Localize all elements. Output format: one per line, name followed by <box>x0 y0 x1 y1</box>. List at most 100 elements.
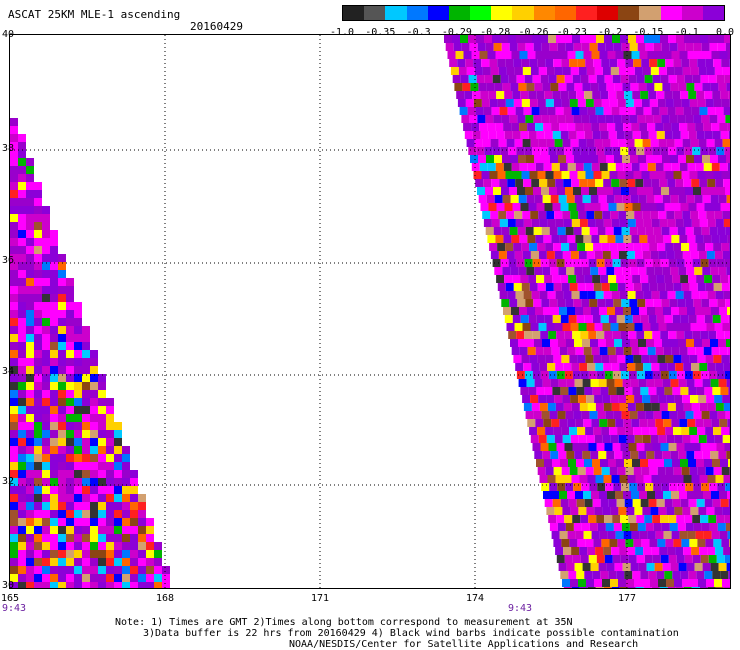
swath-cell <box>706 507 715 515</box>
swath-cell <box>613 227 622 235</box>
swath-cell <box>690 579 698 587</box>
swath-cell <box>90 510 98 518</box>
swath-cell <box>544 131 553 139</box>
swath-cell <box>691 403 700 411</box>
swath-cell <box>690 435 699 443</box>
swath-cell <box>543 347 552 355</box>
swath-cell <box>601 355 610 363</box>
swath-cell <box>106 438 114 446</box>
colorbar-segment <box>597 6 619 20</box>
swath-cell <box>638 155 646 163</box>
swath-cell <box>619 107 628 115</box>
swath-cell <box>10 358 18 366</box>
swath-cell <box>34 542 42 550</box>
swath-cell <box>715 291 724 299</box>
swath-cell <box>574 379 583 387</box>
swath-cell <box>569 171 578 179</box>
swath-cell <box>114 494 122 502</box>
swath-cell <box>654 563 663 571</box>
swath-cell <box>700 371 709 379</box>
swath-cell <box>521 99 530 107</box>
swath-cell <box>554 395 563 403</box>
swath-cell <box>66 526 74 534</box>
swath-cell <box>34 334 42 342</box>
swath-cell <box>507 219 516 227</box>
swath-cell <box>708 35 716 43</box>
swath-cell <box>707 587 716 588</box>
swath-cell <box>546 395 555 403</box>
swath-cell <box>725 115 730 123</box>
swath-cell <box>566 267 575 275</box>
swath-cell <box>50 358 58 366</box>
swath-cell <box>50 334 58 342</box>
swath-cell <box>635 587 644 588</box>
swath-cell <box>595 547 604 555</box>
swath-cell <box>729 171 730 179</box>
swath-cell <box>633 171 642 179</box>
swath-cell <box>575 235 584 243</box>
swath-cell <box>678 195 687 203</box>
swath-cell <box>632 131 641 139</box>
swath-cell <box>42 582 50 588</box>
swath-cell <box>711 419 720 427</box>
swath-cell <box>533 187 541 195</box>
swath-cell <box>547 363 556 371</box>
swath-cell <box>619 291 628 299</box>
swath-cell <box>715 219 724 227</box>
swath-cell <box>602 323 611 331</box>
swath-cell <box>586 211 595 219</box>
swath-cell <box>647 51 656 59</box>
swath-cell <box>509 43 518 51</box>
swath-cell <box>708 515 717 523</box>
colorbar-segment <box>660 6 682 20</box>
swath-cell <box>655 123 664 131</box>
swath-cell <box>671 51 680 59</box>
swath-cell <box>58 318 66 326</box>
swath-cell <box>583 235 592 243</box>
swath-cell <box>18 334 26 342</box>
swath-cell <box>565 523 574 531</box>
swath-cell <box>702 339 710 347</box>
swath-cell <box>585 427 594 435</box>
swath-cell <box>585 243 594 251</box>
swath-cell <box>617 243 626 251</box>
swath-cell <box>74 374 82 382</box>
swath-cell <box>653 187 661 195</box>
colorbar-label: -0.2 <box>598 27 623 38</box>
swath-cell <box>614 451 623 459</box>
swath-cell <box>575 347 584 355</box>
swath-cell <box>637 115 646 123</box>
swath-cell <box>18 198 26 206</box>
swath-cell <box>98 486 106 494</box>
swath-cell <box>698 435 707 443</box>
swath-cell <box>678 267 687 275</box>
swath-cell <box>589 115 598 123</box>
swath-cell <box>510 155 518 163</box>
swath-cell <box>687 419 696 427</box>
swath-cell <box>544 499 553 507</box>
swath-cell <box>705 355 714 363</box>
swath-cell <box>626 579 634 587</box>
swath-cell <box>539 475 548 483</box>
swath-cell <box>559 531 568 539</box>
swath-cell <box>597 299 606 307</box>
swath-cell <box>568 571 577 579</box>
swath-cell <box>718 267 727 275</box>
swath-cell <box>42 470 50 478</box>
swath-cell <box>26 342 34 350</box>
swath-cell <box>629 483 638 491</box>
swath-cell <box>624 315 633 323</box>
swath-cell <box>689 355 698 363</box>
swath-cell <box>560 275 569 283</box>
swath-cell <box>662 267 671 275</box>
swath-cell <box>498 67 507 75</box>
swath-cell <box>572 443 581 451</box>
swath-cell <box>569 355 578 363</box>
swath-cell <box>561 539 570 547</box>
swath-cell <box>487 51 496 59</box>
swath-cell <box>465 59 474 67</box>
swath-cell <box>667 587 676 588</box>
swath-cell <box>700 147 709 155</box>
swath-cell <box>685 483 694 491</box>
swath-cell <box>723 291 730 299</box>
